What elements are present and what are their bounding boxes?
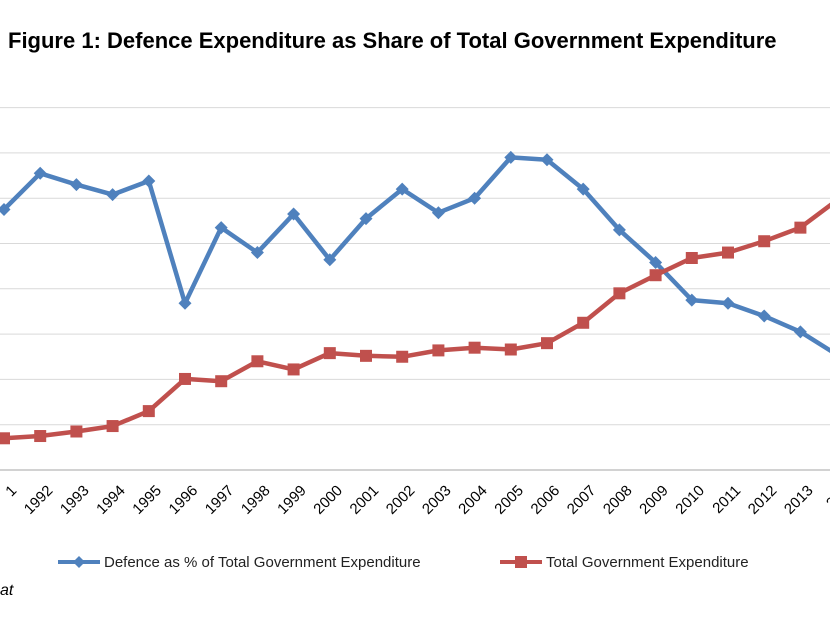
legend-marker-defence — [73, 556, 85, 568]
data-point-total-2011 — [722, 246, 734, 259]
legend: Defence as % of Total Government Expendi… — [58, 554, 749, 571]
x-tick-label: 1997 — [202, 482, 238, 518]
x-tick-label: 2010 — [672, 482, 708, 518]
x-tick-label: 201 — [823, 482, 830, 512]
data-point-defence-1996 — [178, 296, 192, 310]
x-tick-label: 2002 — [383, 482, 419, 518]
x-tick-label: 1 — [2, 482, 20, 500]
x-tick-label: 2001 — [347, 482, 383, 518]
data-point-defence-1995 — [142, 174, 156, 188]
source-note: at — [0, 582, 14, 599]
data-point-total-2006 — [541, 337, 553, 350]
data-point-total-2012 — [758, 235, 771, 248]
data-point-defence-2005 — [504, 150, 518, 164]
legend-label-total: Total Government Expenditure — [546, 554, 749, 571]
legend-marker-total — [515, 556, 527, 568]
data-point-total-2004 — [468, 341, 481, 354]
series-line-1 — [3, 202, 830, 441]
data-point-total-2005 — [504, 343, 517, 356]
data-point-defence-2012 — [757, 309, 771, 323]
data-point-total-1998 — [251, 355, 264, 368]
data-point-total-1997 — [215, 375, 228, 388]
x-tick-label: 1995 — [129, 482, 165, 518]
data-point-defence-1991 — [0, 203, 11, 217]
data-point-total-2008 — [613, 287, 626, 300]
data-point-defence-2002 — [395, 182, 409, 196]
data-point-total-1991 — [0, 432, 10, 445]
data-point-total-2002 — [396, 350, 409, 363]
data-point-defence-1994 — [106, 188, 120, 202]
x-tick-label: 2004 — [455, 482, 491, 518]
gridlines — [0, 107, 830, 426]
x-tick-label: 2009 — [636, 482, 672, 518]
x-tick-label: 1994 — [93, 482, 129, 518]
x-tick-label: 2003 — [419, 482, 455, 518]
data-point-total-2010 — [685, 251, 698, 264]
data-point-defence-2003 — [431, 206, 445, 220]
legend-label-defence: Defence as % of Total Government Expendi… — [104, 554, 421, 571]
x-tick-label: 1992 — [21, 482, 57, 518]
x-tick-label: 2012 — [745, 482, 781, 518]
data-point-total-2003 — [432, 344, 445, 357]
data-point-defence-2000 — [323, 253, 337, 267]
data-point-defence-2011 — [721, 296, 735, 310]
x-tick-label: 2000 — [310, 482, 346, 518]
x-tick-label: 2006 — [528, 482, 564, 518]
data-point-defence-1998 — [250, 246, 264, 260]
series-layer — [0, 150, 830, 445]
data-point-total-2001 — [360, 349, 372, 362]
data-point-defence-1997 — [214, 221, 228, 235]
series-line-0 — [2, 155, 830, 354]
x-tick-label: 2011 — [709, 482, 744, 517]
data-point-total-2007 — [577, 316, 590, 329]
data-point-total-1994 — [106, 420, 119, 433]
x-tick-labels: 1 1992 1993 1994 1995 1996 1997 1998 1999 2000 200… — [2, 482, 830, 518]
data-point-defence-1992 — [33, 166, 47, 180]
chart-title: Figure 1: Defence Expenditure as Share o… — [8, 28, 777, 53]
data-point-total-1995 — [142, 405, 155, 418]
x-tick-label: 2005 — [491, 482, 527, 518]
data-point-defence-2006 — [540, 153, 554, 167]
data-point-total-1996 — [179, 372, 191, 385]
data-point-total-2013 — [794, 221, 807, 234]
data-point-total-2009 — [649, 269, 662, 282]
data-point-total-1992 — [34, 430, 47, 443]
data-point-defence-2004 — [468, 191, 482, 205]
data-point-total-1993 — [70, 425, 83, 438]
x-tick-label: 2013 — [781, 482, 817, 518]
data-point-defence-2007 — [576, 182, 590, 196]
legend-item-total: Total Government Expenditure — [500, 554, 749, 571]
data-point-defence-2001 — [359, 212, 373, 226]
x-tick-label: 1999 — [274, 482, 310, 518]
data-point-defence-1993 — [69, 178, 83, 192]
data-point-defence-2010 — [685, 293, 699, 307]
data-point-defence-2009 — [649, 256, 663, 270]
data-point-defence-2008 — [612, 223, 626, 237]
x-tick-label: 1993 — [57, 482, 93, 518]
x-tick-label: 2007 — [564, 482, 600, 518]
x-tick-label: 1996 — [166, 482, 202, 518]
legend-item-defence: Defence as % of Total Government Expendi… — [58, 554, 421, 571]
data-point-total-1999 — [287, 363, 300, 376]
data-point-total-2000 — [323, 347, 336, 360]
x-tick-label: 1998 — [238, 482, 274, 518]
data-point-defence-1999 — [287, 207, 301, 221]
x-tick-label: 2008 — [600, 482, 636, 518]
data-point-defence-2013 — [793, 325, 807, 339]
